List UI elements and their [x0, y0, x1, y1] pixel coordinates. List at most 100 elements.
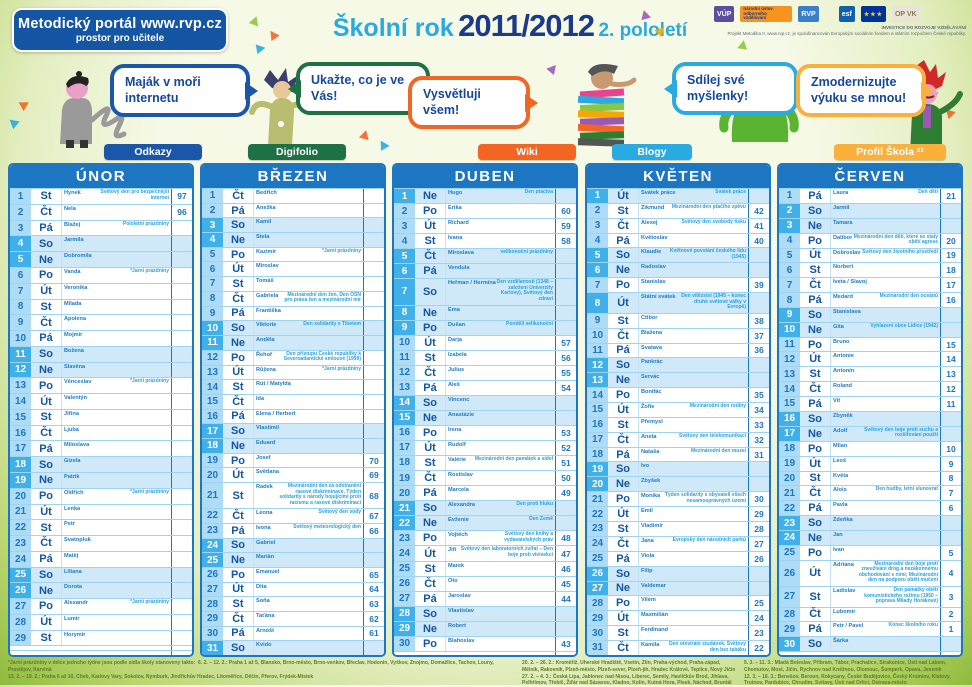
day-number: 27 [394, 592, 415, 606]
school-days-remaining: 15 [940, 338, 961, 352]
day-content: Horymír [62, 631, 171, 646]
confetti-triangle [359, 129, 371, 140]
school-days-remaining [363, 424, 384, 438]
weekday-abbr: St [800, 472, 831, 486]
name-day: Rostislav [448, 472, 473, 485]
name-day: Liliana [64, 569, 82, 583]
day-note: Mezinárodní den muzeí [691, 449, 746, 462]
speech-bubble-text: Zmodernizujte výuku se mnou! [811, 75, 906, 105]
day-content: Tamara [831, 219, 940, 233]
day-number: 6 [394, 264, 415, 278]
tab-odkazy[interactable]: Odkazy [104, 144, 202, 160]
school-days-remaining: 57 [555, 336, 576, 350]
weekday-abbr: Ne [800, 219, 831, 233]
school-days-remaining [171, 631, 192, 646]
school-days-remaining: 66 [363, 524, 384, 538]
school-days-remaining: 48 [555, 531, 576, 545]
tab-digifolio[interactable]: Digifolio [248, 144, 346, 160]
month-header: ČERVEN [779, 165, 961, 188]
name-day: Aleš [448, 382, 460, 395]
footnote-wave2: 13. 2. – 19. 2.: Praha 6 až 10, Cheb, Ka… [8, 674, 513, 681]
tab-profil-skola21[interactable]: Profil Škola ²¹ [834, 144, 946, 160]
day-number: 17 [202, 424, 223, 438]
weekday-abbr: Čt [31, 315, 62, 330]
esf-logo: esf [839, 6, 855, 22]
day-note: *Jarní prázdniny [322, 367, 361, 380]
weekday-abbr: So [415, 279, 446, 304]
name-day: Iveta / Slavoj [833, 279, 867, 292]
school-days-remaining: 1 [940, 622, 961, 636]
day-number: 8 [779, 293, 800, 307]
weekday-abbr: Út [608, 293, 639, 313]
school-days-remaining [171, 520, 192, 535]
weekday-abbr: Po [223, 454, 254, 468]
school-days-remaining: 47 [555, 546, 576, 560]
day-content: Zdeňka [831, 516, 940, 530]
day-note: Den vítězství (1945 – konec druhé světov… [676, 294, 746, 313]
day-content: Jarmila [62, 236, 171, 251]
tab-wiki[interactable]: Wiki [478, 144, 576, 160]
day-number [10, 651, 31, 655]
day-content: Antonie [831, 352, 940, 366]
school-days-remaining: 6 [940, 501, 961, 515]
day-content: Kamil [254, 218, 363, 232]
name-day: Monika [641, 493, 660, 506]
confetti-triangle [376, 138, 389, 151]
weekday-abbr: Pá [223, 410, 254, 424]
school-days-remaining: 22 [748, 641, 769, 655]
day-content: Emil [639, 507, 748, 521]
day-note: Světový den boje proti suchu a rozšiřová… [847, 428, 938, 441]
weekday-abbr: So [608, 567, 639, 581]
day-number: 19 [779, 457, 800, 471]
day-number: 20 [779, 472, 800, 486]
day-number: 23 [10, 536, 31, 551]
weekday-abbr: St [800, 263, 831, 277]
school-days-remaining [363, 233, 384, 247]
name-day: Vojtěch [448, 532, 468, 545]
weekday-abbr: Pá [415, 381, 446, 395]
school-days-remaining [363, 292, 384, 306]
school-days-remaining [555, 516, 576, 530]
school-days-remaining [748, 462, 769, 476]
day-number: 12 [779, 352, 800, 366]
speech-bubble-wiki: Vysvětluji všem! [408, 76, 530, 129]
weekday-abbr: St [608, 418, 639, 432]
school-days-remaining [171, 615, 192, 630]
weekday-abbr: Čt [800, 486, 831, 500]
school-days-remaining [171, 505, 192, 520]
day-number: 28 [587, 596, 608, 610]
weekday-abbr: Út [608, 189, 639, 203]
tab-blogy[interactable]: Blogy [612, 144, 692, 160]
name-day: Slavěna [64, 364, 85, 378]
weekday-abbr: Út [31, 284, 62, 299]
day-note: velikonoční prázdniny [500, 250, 553, 263]
school-days-remaining [171, 599, 192, 614]
school-days-remaining: 39 [748, 278, 769, 292]
name-day: Darja [448, 337, 462, 350]
rvp-portal-badge[interactable]: Metodický portál www.rvp.cz prostor pro … [12, 8, 228, 52]
name-day: Laura [833, 190, 848, 203]
